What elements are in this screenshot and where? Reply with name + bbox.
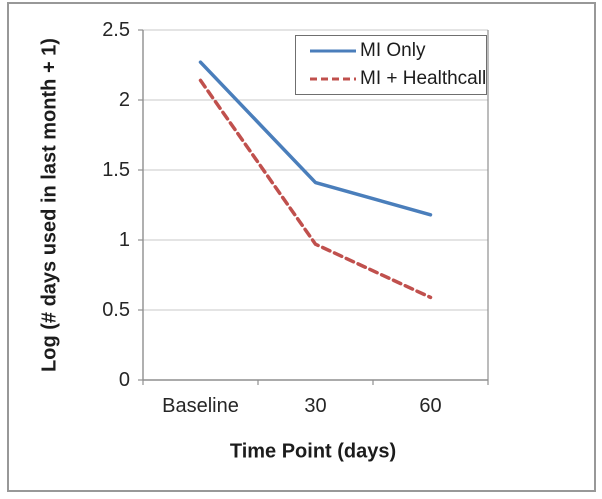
- y-tick-label: 2: [118, 89, 130, 111]
- legend-entry: MI Only: [309, 39, 486, 64]
- y-tick-label: 1: [118, 229, 130, 251]
- x-tick-label: Baseline: [162, 395, 239, 417]
- y-tick-label: 0: [118, 369, 130, 391]
- x-tick-label: 60: [419, 395, 442, 417]
- legend-entry-label: MI Only: [360, 40, 426, 61]
- chart-frame: [7, 2, 596, 492]
- legend-entry: MI + Healthcall: [309, 67, 486, 92]
- legend-entry-label: MI + Healthcall: [360, 68, 487, 89]
- legend: MI Only MI + Healthcall: [295, 35, 487, 95]
- y-tick-label: 0.5: [102, 299, 130, 321]
- y-tick-label: 1.5: [102, 159, 130, 181]
- x-tick-label: 30: [304, 395, 327, 417]
- x-axis-title: Time Point (days): [229, 440, 397, 463]
- series-line-mi-healthcall: [198, 78, 433, 300]
- legend-line-sample-icon: [310, 77, 356, 81]
- series-line-mi-only: [198, 60, 433, 217]
- legend-line-sample-icon: [310, 49, 356, 53]
- y-tick-label: 2.5: [102, 19, 130, 41]
